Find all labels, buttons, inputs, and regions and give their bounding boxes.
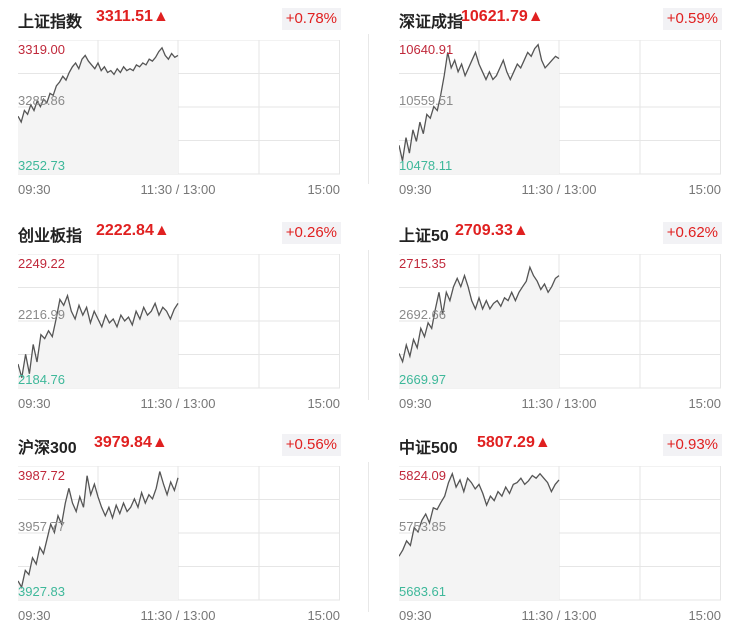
- index-name: 沪深300: [18, 440, 77, 457]
- y-label-high: 5824.09: [399, 468, 446, 483]
- column-divider-top: [368, 34, 369, 184]
- x-label-close: 15:00: [688, 608, 721, 623]
- index-price: 5807.29▲: [477, 434, 551, 452]
- y-label-low: 3927.83: [18, 584, 65, 599]
- x-label-open: 09:30: [18, 396, 51, 411]
- y-label-low: 10478.11: [399, 158, 452, 173]
- change-percent-badge: +0.26%: [281, 222, 341, 244]
- x-label-close: 15:00: [307, 396, 340, 411]
- price-area-fill: [399, 267, 559, 388]
- up-arrow-icon: ▲: [152, 8, 169, 25]
- price-value: 3979.84: [94, 434, 152, 451]
- index-card[interactable]: 上证指数 3311.51▲ +0.78% 3319.00 3285.86 3252.73 0…: [18, 4, 341, 204]
- x-label-open: 09:30: [399, 608, 432, 623]
- index-price: 10621.79▲: [461, 8, 544, 26]
- index-card[interactable]: 创业板指 2222.84▲ +0.26% 2249.22 2216.99 2184.76 0…: [18, 218, 341, 418]
- intraday-chart: 2715.35 2692.66 2669.97 09:30 11:30 / 13:00 1…: [399, 254, 721, 411]
- y-label-mid: 5753.85: [399, 519, 446, 534]
- price-line: [399, 265, 560, 364]
- price-line: [399, 471, 560, 557]
- price-value: 10621.79: [461, 8, 528, 25]
- y-label-mid: 2692.66: [399, 307, 446, 322]
- price-line: [18, 293, 179, 378]
- x-label-close: 15:00: [688, 182, 721, 197]
- intraday-chart: 3987.72 3957.77 3927.83 09:30 11:30 / 13:00 1…: [18, 466, 340, 623]
- index-price: 2709.33▲: [455, 222, 529, 240]
- y-label-high: 3319.00: [18, 42, 65, 57]
- index-price: 2222.84▲: [96, 222, 170, 240]
- intraday-chart: 3319.00 3285.86 3252.73 09:30 11:30 / 13:00 1…: [18, 40, 340, 197]
- index-card[interactable]: 沪深300 3979.84▲ +0.56% 3987.72 3957.77 3927.83…: [18, 430, 341, 630]
- index-card[interactable]: 深证成指 10621.79▲ +0.59% 10640.91 10559.51 10478…: [399, 4, 722, 204]
- index-name: 上证50: [399, 228, 449, 245]
- price-value: 3311.51: [96, 8, 153, 25]
- y-label-low: 3252.73: [18, 158, 65, 173]
- y-label-high: 10640.91: [399, 42, 453, 57]
- price-area-fill: [18, 295, 178, 388]
- y-label-high: 2715.35: [399, 256, 446, 271]
- up-arrow-icon: ▲: [527, 8, 544, 25]
- price-area-fill: [18, 471, 178, 600]
- y-label-low: 5683.61: [399, 584, 446, 599]
- price-value: 5807.29: [477, 434, 535, 451]
- y-label-low: 2669.97: [399, 372, 446, 387]
- x-label-open: 09:30: [399, 182, 432, 197]
- column-divider-bottom: [368, 462, 369, 612]
- price-value: 2709.33: [455, 222, 513, 239]
- x-label-close: 15:00: [688, 396, 721, 411]
- x-label-open: 09:30: [18, 182, 51, 197]
- up-arrow-icon: ▲: [153, 222, 170, 239]
- y-label-mid: 3957.77: [18, 519, 65, 534]
- x-label-midday: 11:30 / 13:00: [141, 608, 216, 623]
- index-price: 3979.84▲: [94, 434, 168, 452]
- change-percent-badge: +0.62%: [662, 222, 722, 244]
- x-label-open: 09:30: [399, 396, 432, 411]
- x-label-midday: 11:30 / 13:00: [141, 182, 216, 197]
- intraday-chart: 10640.91 10559.51 10478.11 09:30 11:30 / 13:…: [399, 40, 721, 197]
- price-value: 2222.84: [96, 222, 154, 239]
- y-label-mid: 10559.51: [399, 93, 453, 108]
- y-label-high: 3987.72: [18, 468, 65, 483]
- x-label-midday: 11:30 / 13:00: [522, 396, 597, 411]
- x-label-midday: 11:30 / 13:00: [141, 396, 216, 411]
- index-name: 上证指数: [18, 14, 83, 31]
- intraday-chart: 5824.09 5753.85 5683.61 09:30 11:30 / 13:00 1…: [399, 466, 721, 623]
- up-arrow-icon: ▲: [151, 434, 168, 451]
- intraday-chart: 2249.22 2216.99 2184.76 09:30 11:30 / 13:00 1…: [18, 254, 340, 411]
- index-name: 创业板指: [18, 228, 83, 245]
- y-label-mid: 3285.86: [18, 93, 65, 108]
- change-percent-badge: +0.93%: [662, 434, 722, 456]
- y-label-low: 2184.76: [18, 372, 65, 387]
- x-label-close: 15:00: [307, 182, 340, 197]
- price-area-fill: [399, 44, 559, 175]
- price-line: [399, 43, 560, 161]
- y-label-mid: 2216.99: [18, 307, 65, 322]
- index-price: 3311.51▲: [96, 8, 169, 26]
- change-percent-badge: +0.59%: [662, 8, 722, 30]
- price-line: [18, 471, 179, 589]
- index-card[interactable]: 中证500 5807.29▲ +0.93% 5824.09 5753.85 5683.61…: [399, 430, 722, 630]
- price-area-fill: [18, 47, 178, 174]
- change-percent-badge: +0.78%: [281, 8, 341, 30]
- index-name: 深证成指: [399, 14, 464, 31]
- y-label-high: 2249.22: [18, 256, 65, 271]
- index-card[interactable]: 上证50 2709.33▲ +0.62% 2715.35 2692.66 2669.97 0…: [399, 218, 722, 418]
- column-divider-middle: [368, 250, 369, 400]
- change-percent-badge: +0.56%: [281, 434, 341, 456]
- index-name: 中证500: [399, 440, 458, 457]
- x-label-midday: 11:30 / 13:00: [522, 182, 597, 197]
- price-area-fill: [399, 473, 559, 600]
- price-line: [18, 46, 179, 124]
- x-label-midday: 11:30 / 13:00: [522, 608, 597, 623]
- up-arrow-icon: ▲: [534, 434, 551, 451]
- x-label-close: 15:00: [307, 608, 340, 623]
- x-label-open: 09:30: [18, 608, 51, 623]
- up-arrow-icon: ▲: [512, 222, 529, 239]
